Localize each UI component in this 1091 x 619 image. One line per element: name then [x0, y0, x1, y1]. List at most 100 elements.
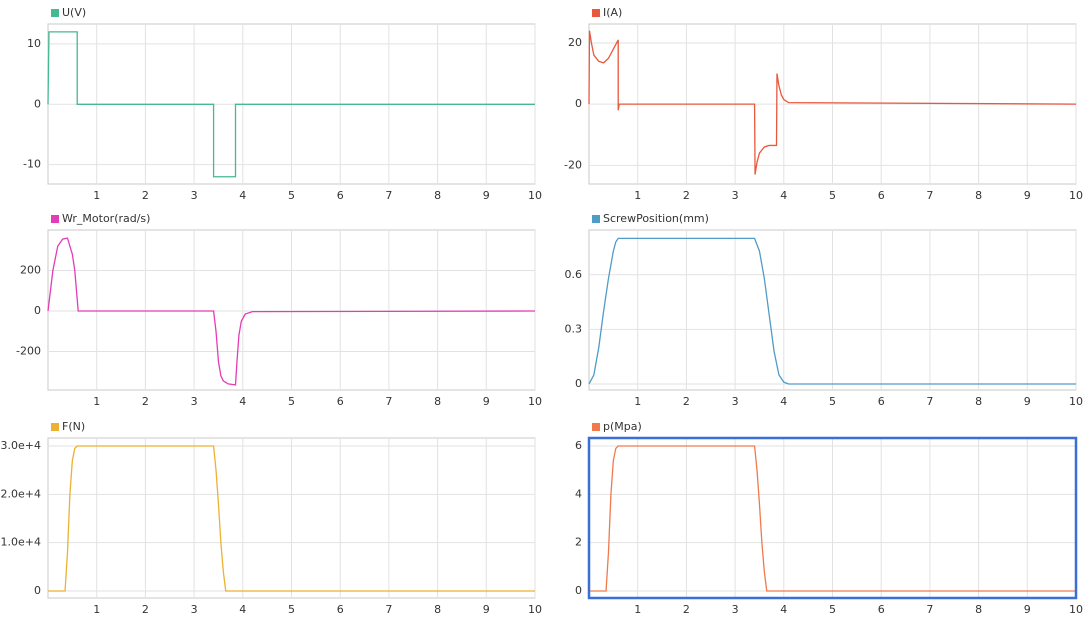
x-tick-label: 2 [683, 395, 690, 408]
x-tick-label: 3 [191, 395, 198, 408]
y-tick-label: -200 [16, 345, 41, 358]
y-tick-label: 200 [20, 264, 41, 277]
x-tick-label: 8 [975, 189, 982, 202]
plot: 1 2 3 4 5 6 7 8 9 10 0 1.0e+4 2.0e+4 3.0e+4 F(N) [1, 420, 542, 616]
x-tick-label: 8 [434, 189, 441, 202]
x-tick-label: 4 [239, 603, 246, 616]
x-tick-label: 5 [288, 603, 295, 616]
x-tick-label: 10 [528, 395, 542, 408]
x-tick-label: 10 [1069, 603, 1083, 616]
y-tick-label: 1.0e+4 [1, 536, 41, 549]
plot: 1 2 3 4 5 6 7 8 9 10 0 2 4 6 p(Mpa) [575, 420, 1083, 616]
x-tick-label: 8 [434, 395, 441, 408]
x-tick-label: 6 [878, 395, 885, 408]
y-tick-label: 6 [575, 439, 582, 452]
x-tick-label: 6 [337, 189, 344, 202]
y-tick-label: 10 [27, 37, 41, 50]
x-tick-label: 2 [683, 189, 690, 202]
x-tick-label: 1 [93, 189, 100, 202]
selection-border [587, 436, 1078, 600]
x-tick-label: 8 [434, 603, 441, 616]
x-tick-label: 1 [634, 395, 641, 408]
x-tick-label: 3 [191, 189, 198, 202]
x-tick-label: 5 [288, 395, 295, 408]
legend-label: p(Mpa) [603, 420, 642, 433]
legend-label: U(V) [62, 6, 86, 19]
x-tick-label: 9 [483, 395, 490, 408]
legend-label: I(A) [603, 6, 622, 19]
legend-swatch [592, 9, 600, 17]
x-tick-label: 4 [239, 395, 246, 408]
x-tick-label: 5 [829, 189, 836, 202]
x-tick-label: 2 [142, 189, 149, 202]
x-tick-label: 1 [634, 603, 641, 616]
y-tick-label: -10 [23, 158, 41, 171]
x-tick-label: 9 [483, 189, 490, 202]
x-tick-label: 8 [975, 395, 982, 408]
x-tick-label: 3 [732, 395, 739, 408]
x-tick-label: 5 [829, 395, 836, 408]
y-tick-label: 0 [34, 304, 41, 317]
plot: 1 2 3 4 5 6 7 8 9 10 -10 0 10 U(V) [23, 6, 542, 202]
y-tick-label: 0.6 [565, 268, 583, 281]
y-tick-label: 0 [575, 97, 582, 110]
x-tick-label: 6 [878, 189, 885, 202]
x-tick-label: 6 [337, 395, 344, 408]
y-tick-label: 0 [575, 584, 582, 597]
y-tick-label: 20 [568, 36, 582, 49]
series-line [588, 237, 1076, 385]
series-line [47, 31, 535, 178]
x-tick-label: 7 [385, 189, 392, 202]
x-tick-label: 1 [634, 189, 641, 202]
x-tick-label: 4 [780, 189, 787, 202]
x-tick-label: 7 [385, 603, 392, 616]
y-tick-label: -20 [564, 158, 582, 171]
x-tick-label: 1 [93, 603, 100, 616]
plot: 1 2 3 4 5 6 7 8 9 10 -200 0 200 Wr_Motor(rad/s) [16, 212, 542, 408]
x-tick-label: 8 [975, 603, 982, 616]
y-tick-label: 2 [575, 536, 582, 549]
y-tick-label: 0 [34, 584, 41, 597]
x-tick-label: 9 [1024, 603, 1031, 616]
series-line [47, 237, 536, 386]
x-tick-label: 7 [385, 395, 392, 408]
series-line [588, 30, 1077, 175]
series-line [48, 445, 535, 592]
x-tick-label: 4 [239, 189, 246, 202]
x-tick-label: 10 [528, 603, 542, 616]
x-tick-label: 3 [732, 189, 739, 202]
x-tick-label: 2 [142, 395, 149, 408]
legend-swatch [592, 215, 600, 223]
x-tick-label: 4 [780, 603, 787, 616]
x-tick-label: 5 [288, 189, 295, 202]
y-tick-label: 3.0e+4 [1, 439, 41, 452]
plot: 1 2 3 4 5 6 7 8 9 10 0 0.3 0.6 ScrewPosition(mm) [565, 212, 1084, 408]
x-tick-label: 7 [926, 189, 933, 202]
x-tick-label: 1 [93, 395, 100, 408]
x-tick-label: 10 [528, 189, 542, 202]
x-tick-label: 5 [829, 603, 836, 616]
x-tick-label: 6 [878, 603, 885, 616]
legend-swatch [51, 423, 59, 431]
y-tick-label: 0 [575, 377, 582, 390]
x-tick-label: 2 [683, 603, 690, 616]
x-tick-label: 3 [732, 603, 739, 616]
x-tick-label: 7 [926, 603, 933, 616]
x-tick-label: 10 [1069, 189, 1083, 202]
x-tick-label: 10 [1069, 395, 1083, 408]
series-line [589, 445, 1076, 592]
legend-swatch [51, 9, 59, 17]
legend-swatch [51, 215, 59, 223]
x-tick-label: 9 [1024, 395, 1031, 408]
x-tick-label: 9 [1024, 189, 1031, 202]
x-tick-label: 7 [926, 395, 933, 408]
x-tick-label: 2 [142, 603, 149, 616]
legend-label: Wr_Motor(rad/s) [62, 212, 150, 225]
x-tick-label: 6 [337, 603, 344, 616]
legend-label: ScrewPosition(mm) [603, 212, 709, 225]
y-tick-label: 0 [34, 97, 41, 110]
legend-label: F(N) [62, 420, 85, 433]
y-tick-label: 2.0e+4 [1, 487, 41, 500]
x-tick-label: 4 [780, 395, 787, 408]
